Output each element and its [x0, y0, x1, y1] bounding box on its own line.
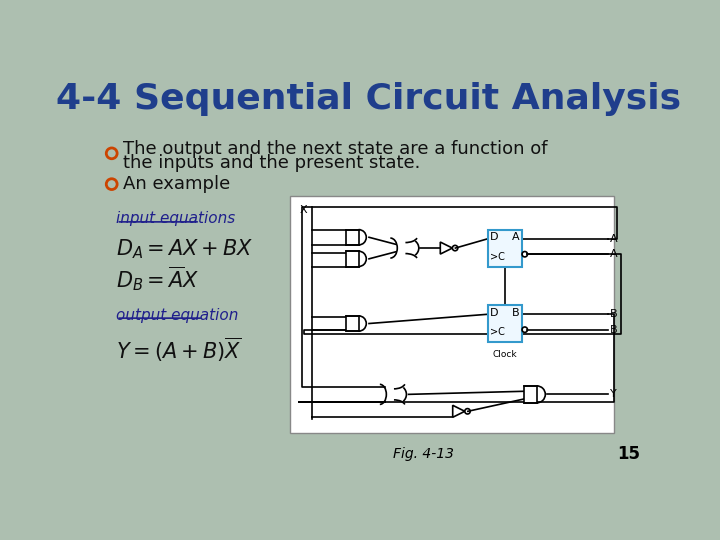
Text: 15: 15: [617, 444, 640, 463]
Text: the inputs and the present state.: the inputs and the present state.: [122, 154, 420, 172]
Bar: [346, 316, 359, 331]
Bar: [524, 386, 537, 403]
Text: A: A: [512, 232, 519, 242]
Text: D: D: [490, 232, 498, 242]
Bar: [346, 230, 359, 245]
Text: An example: An example: [122, 175, 230, 193]
Text: B: B: [512, 308, 519, 318]
Text: >C: >C: [490, 252, 505, 261]
Text: input equations: input equations: [117, 211, 235, 226]
Bar: [487, 230, 522, 267]
Text: >C: >C: [490, 327, 505, 337]
Bar: [290, 195, 614, 433]
Text: Fig. 4-13: Fig. 4-13: [392, 447, 454, 461]
Bar: [346, 251, 359, 267]
Text: X: X: [300, 205, 307, 214]
Text: B: B: [610, 325, 618, 335]
Text: A: A: [610, 234, 618, 244]
Text: Clock: Clock: [492, 350, 517, 359]
Text: $Y = (A+B)\overline{X}$: $Y = (A+B)\overline{X}$: [117, 336, 242, 364]
Text: 4-4 Sequential Circuit Analysis: 4-4 Sequential Circuit Analysis: [56, 83, 682, 117]
Text: $D_B = \overline{A}X$: $D_B = \overline{A}X$: [117, 265, 199, 293]
Text: B: B: [610, 309, 618, 319]
Text: $D_A = AX + BX$: $D_A = AX + BX$: [117, 238, 254, 261]
Text: The output and the next state are a function of: The output and the next state are a func…: [122, 140, 547, 158]
Text: output equation: output equation: [117, 308, 239, 322]
Text: Y: Y: [610, 389, 617, 400]
Text: D: D: [490, 308, 498, 318]
Text: A: A: [610, 249, 618, 259]
Bar: [487, 305, 522, 342]
